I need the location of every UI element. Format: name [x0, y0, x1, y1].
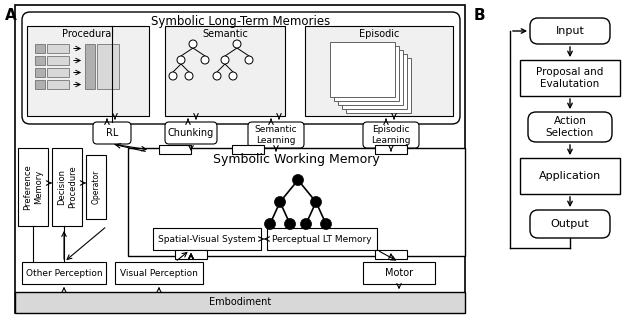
FancyBboxPatch shape	[22, 12, 460, 124]
Bar	[85, 44, 95, 89]
Bar	[159, 145, 191, 154]
Bar	[334, 46, 399, 101]
Circle shape	[321, 218, 332, 230]
Bar	[520, 158, 620, 194]
Bar	[47, 56, 69, 65]
FancyBboxPatch shape	[165, 122, 217, 144]
Bar	[97, 44, 119, 89]
Bar	[86, 155, 106, 219]
Text: Other Perception: Other Perception	[26, 269, 102, 277]
Text: Decision
Procedure: Decision Procedure	[58, 166, 77, 208]
Text: Symbolic Long-Term Memories: Symbolic Long-Term Memories	[152, 14, 331, 28]
Bar	[22, 262, 106, 284]
Circle shape	[177, 56, 185, 64]
Circle shape	[264, 218, 275, 230]
Text: Symbolic Working Memory: Symbolic Working Memory	[212, 154, 380, 167]
Bar	[35, 68, 45, 77]
Circle shape	[233, 40, 241, 48]
Text: Proposal and
Evalutation: Proposal and Evalutation	[536, 67, 604, 89]
Text: B: B	[474, 8, 486, 23]
FancyBboxPatch shape	[530, 18, 610, 44]
Circle shape	[185, 72, 193, 80]
Circle shape	[285, 218, 296, 230]
Bar	[375, 250, 407, 259]
Text: Semantic: Semantic	[202, 29, 248, 39]
Bar	[175, 250, 207, 259]
Bar	[27, 26, 149, 116]
Bar	[47, 44, 69, 53]
Circle shape	[201, 56, 209, 64]
Circle shape	[213, 72, 221, 80]
Circle shape	[245, 56, 253, 64]
FancyBboxPatch shape	[93, 122, 131, 144]
Text: Perceptual LT Memory: Perceptual LT Memory	[272, 235, 372, 243]
Text: A: A	[5, 8, 17, 23]
Text: Application: Application	[539, 171, 601, 181]
Text: Episodic
Learning: Episodic Learning	[371, 125, 411, 145]
Bar	[47, 80, 69, 89]
Text: Operator: Operator	[92, 170, 100, 204]
Circle shape	[229, 72, 237, 80]
Text: RL: RL	[106, 128, 118, 138]
Circle shape	[292, 174, 303, 186]
Circle shape	[169, 72, 177, 80]
FancyBboxPatch shape	[248, 122, 304, 148]
FancyBboxPatch shape	[530, 210, 610, 238]
Bar	[18, 148, 48, 226]
Bar	[128, 148, 465, 256]
Bar	[346, 58, 411, 113]
Bar	[330, 42, 395, 97]
Text: Motor: Motor	[385, 268, 413, 278]
Text: Spatial-Visual System: Spatial-Visual System	[158, 235, 256, 243]
Bar	[15, 292, 465, 313]
Text: Semantic
Learning: Semantic Learning	[255, 125, 298, 145]
Bar	[153, 228, 261, 250]
Bar	[165, 26, 285, 116]
Circle shape	[301, 218, 312, 230]
Circle shape	[275, 196, 285, 208]
Bar	[232, 145, 264, 154]
Bar	[338, 50, 403, 105]
Bar	[35, 56, 45, 65]
Bar	[267, 228, 377, 250]
Circle shape	[189, 40, 197, 48]
Text: Input: Input	[556, 26, 584, 36]
Bar	[47, 68, 69, 77]
Text: Chunking: Chunking	[168, 128, 214, 138]
Bar	[363, 262, 435, 284]
Text: Embodiment: Embodiment	[209, 297, 271, 307]
Bar	[35, 80, 45, 89]
Bar	[115, 262, 203, 284]
Text: Procedural: Procedural	[62, 29, 114, 39]
Bar	[342, 54, 407, 109]
Text: Preference
Memory: Preference Memory	[23, 164, 43, 210]
Bar	[15, 5, 465, 313]
FancyBboxPatch shape	[363, 122, 419, 148]
Text: Output: Output	[550, 219, 589, 229]
Text: Episodic: Episodic	[359, 29, 399, 39]
Bar	[305, 26, 453, 116]
Bar	[520, 60, 620, 96]
Bar	[375, 145, 407, 154]
Text: Visual Perception: Visual Perception	[120, 269, 198, 277]
Bar	[52, 148, 82, 226]
Circle shape	[310, 196, 321, 208]
FancyBboxPatch shape	[528, 112, 612, 142]
Bar	[35, 44, 45, 53]
Text: Action
Selection: Action Selection	[546, 116, 594, 138]
Circle shape	[221, 56, 229, 64]
